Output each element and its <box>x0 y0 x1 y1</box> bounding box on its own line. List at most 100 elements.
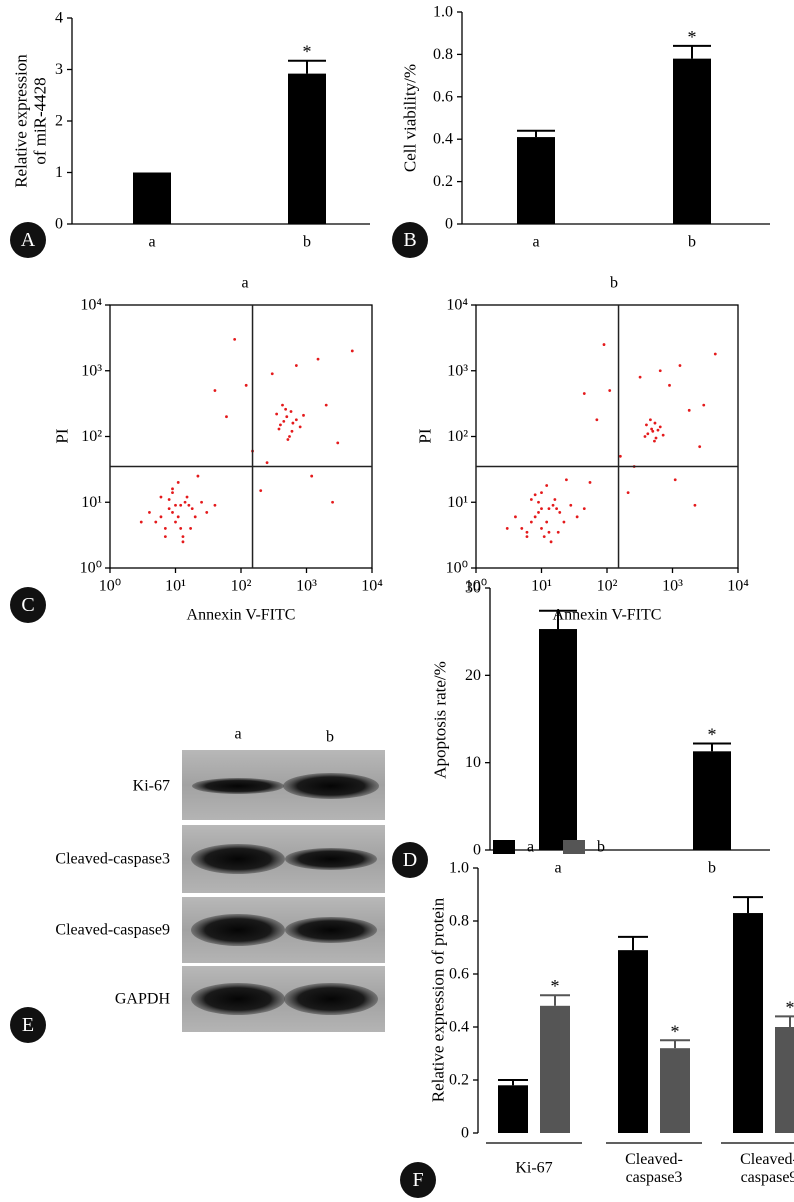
significance-marker: * <box>708 724 717 744</box>
x-tick-label: 10² <box>597 578 618 595</box>
point <box>200 500 203 504</box>
point <box>233 337 237 341</box>
point <box>649 418 652 422</box>
bar <box>673 58 711 224</box>
panel-label: B <box>403 229 416 251</box>
panel-label: C <box>21 594 34 616</box>
bar <box>133 172 171 224</box>
point <box>244 383 248 387</box>
bar <box>660 1048 690 1133</box>
point <box>520 527 524 530</box>
point <box>654 436 658 440</box>
point <box>556 530 560 534</box>
x-tick-label: 10⁰ <box>465 578 487 595</box>
point <box>290 429 294 433</box>
point <box>270 372 274 376</box>
point <box>183 500 187 504</box>
point <box>693 503 697 507</box>
point <box>179 527 183 530</box>
blot-row-label: Cleaved-caspase9 <box>55 922 170 939</box>
y-tick-label: 1.0 <box>433 4 453 21</box>
significance-marker: * <box>786 997 794 1017</box>
bar <box>539 629 577 850</box>
point <box>678 364 682 367</box>
bar <box>498 1085 528 1133</box>
point <box>275 412 279 416</box>
y-axis-label: Relative expressionof miR-4428 <box>11 54 49 188</box>
point <box>551 503 555 507</box>
point <box>638 375 642 379</box>
blot-band <box>191 914 285 946</box>
point <box>514 515 517 519</box>
legend-label: b <box>597 839 605 856</box>
point <box>291 421 295 425</box>
blot-row-label: Ki-67 <box>133 778 170 795</box>
legend-swatch <box>563 840 585 854</box>
blot-band <box>191 844 285 874</box>
x-tick-label: Ki-67 <box>515 1160 552 1177</box>
point <box>139 520 143 524</box>
y-tick-label: 10 <box>465 754 481 771</box>
significance-marker: * <box>671 1021 680 1041</box>
plot-title: b <box>610 275 618 292</box>
point <box>653 439 656 443</box>
point <box>565 478 568 482</box>
y-tick-label: 0.2 <box>449 1072 469 1089</box>
point <box>618 454 622 458</box>
significance-marker: * <box>688 27 697 47</box>
point <box>555 507 558 511</box>
point <box>698 445 702 449</box>
panel-label: A <box>21 229 36 251</box>
y-tick-label: 10¹ <box>447 494 468 511</box>
y-tick-label: 30 <box>465 580 481 597</box>
y-tick-label: 0 <box>55 216 63 233</box>
blot: a b Ki-67 Cleaved-caspase3 Cleaved-caspa… <box>10 726 385 1043</box>
y-tick-label: 0 <box>461 1125 469 1142</box>
x-tick-label: 10³ <box>296 578 317 595</box>
point <box>285 415 289 419</box>
point <box>545 520 549 524</box>
point <box>190 507 194 511</box>
point <box>179 503 183 507</box>
point <box>176 515 180 519</box>
point <box>602 343 606 346</box>
point <box>181 540 185 544</box>
plot-frame <box>109 304 373 569</box>
blot-row-label: Cleaved-caspase3 <box>55 851 170 868</box>
y-tick-label: 4 <box>55 10 63 27</box>
point <box>533 493 537 497</box>
point <box>569 503 573 507</box>
x-tick-label: 10¹ <box>531 578 552 595</box>
panel-badge <box>10 222 46 258</box>
y-tick-label: 0 <box>473 842 481 859</box>
point <box>174 520 177 524</box>
x-tick-label: 10⁴ <box>361 578 383 595</box>
point <box>653 421 657 425</box>
panel-badge <box>400 1162 436 1198</box>
point <box>286 438 290 441</box>
point <box>547 507 551 511</box>
x-tick-label: a <box>148 234 155 251</box>
panel-badge <box>392 222 428 258</box>
point <box>575 515 579 519</box>
y-tick-label: 10⁴ <box>80 297 102 314</box>
point <box>505 527 509 530</box>
point <box>525 535 529 539</box>
blot-row-label: GAPDH <box>115 991 171 1008</box>
point <box>582 392 586 395</box>
y-tick-label: 10¹ <box>81 494 102 511</box>
point <box>537 511 540 514</box>
point <box>549 540 553 544</box>
x-axis-label: Annexin V-FITC <box>187 607 296 624</box>
plot-frame <box>475 304 739 569</box>
y-axis-label: Cell viability/% <box>401 64 420 172</box>
point <box>595 418 599 422</box>
point <box>289 410 293 413</box>
point <box>661 433 665 437</box>
point <box>205 511 209 514</box>
point <box>294 418 298 422</box>
point <box>288 435 291 438</box>
point <box>324 403 328 407</box>
y-tick-label: 0.2 <box>433 173 453 190</box>
bar <box>517 137 555 224</box>
